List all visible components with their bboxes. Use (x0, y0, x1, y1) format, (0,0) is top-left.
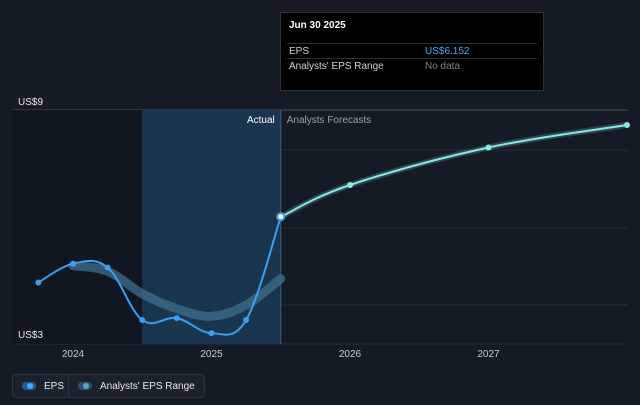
tooltip: Jun 30 2025 EPS US$6.152 Analysts' EPS R… (280, 12, 544, 91)
axis-labels: US$9 US$3 2024 2025 2026 2027 Actual Analysts F… (18, 97, 500, 360)
tooltip-date: Jun 30 2025 (289, 20, 346, 31)
eps-point (104, 264, 111, 271)
legend-range-label: Analysts' EPS Range (100, 380, 195, 392)
forecast-range-line (279, 122, 628, 220)
legend-range-swatch (78, 382, 92, 390)
tooltip-range-value: No data (425, 61, 461, 72)
eps-point (139, 317, 146, 323)
tooltip-range-row: Analysts' EPS Range No data (287, 58, 537, 73)
forecast-label: Analysts Forecasts (287, 115, 371, 126)
eps-range-band (68, 261, 286, 321)
eps-point (276, 212, 286, 222)
data-points (35, 122, 630, 337)
highlight-region (142, 110, 281, 344)
forecast-point (485, 144, 492, 151)
x-tick-label: 2026 (339, 349, 362, 360)
past-region (12, 110, 143, 344)
tooltip-eps-row: EPS US$6.152 (287, 43, 537, 58)
x-tick-label: 2025 (200, 349, 223, 360)
tooltip-range-label: Analysts' EPS Range (289, 61, 384, 72)
y-tick-label: US$9 (18, 97, 43, 108)
eps-point (243, 317, 250, 323)
forecast-point (347, 182, 353, 188)
x-tick-label: 2027 (477, 349, 500, 360)
actual-label: Actual (247, 115, 275, 126)
eps-range-series (68, 261, 286, 321)
y-tick-label: US$3 (18, 330, 43, 341)
legend-eps-swatch (22, 382, 36, 390)
tooltip-eps-label: EPS (289, 46, 310, 57)
tooltip-eps-value: US$6.152 (425, 46, 470, 57)
eps-point (70, 260, 76, 267)
eps-point (35, 279, 42, 286)
forecast-series-line (280, 124, 628, 218)
eps-point (173, 315, 180, 322)
legend-eps-button[interactable]: EPS (12, 374, 75, 398)
legend-eps-label: EPS (44, 380, 65, 392)
legend-range-button[interactable]: Analysts' EPS Range (68, 374, 205, 398)
eps-point (208, 330, 215, 337)
forecast-point (624, 122, 630, 128)
x-tick-label: 2024 (62, 349, 85, 360)
